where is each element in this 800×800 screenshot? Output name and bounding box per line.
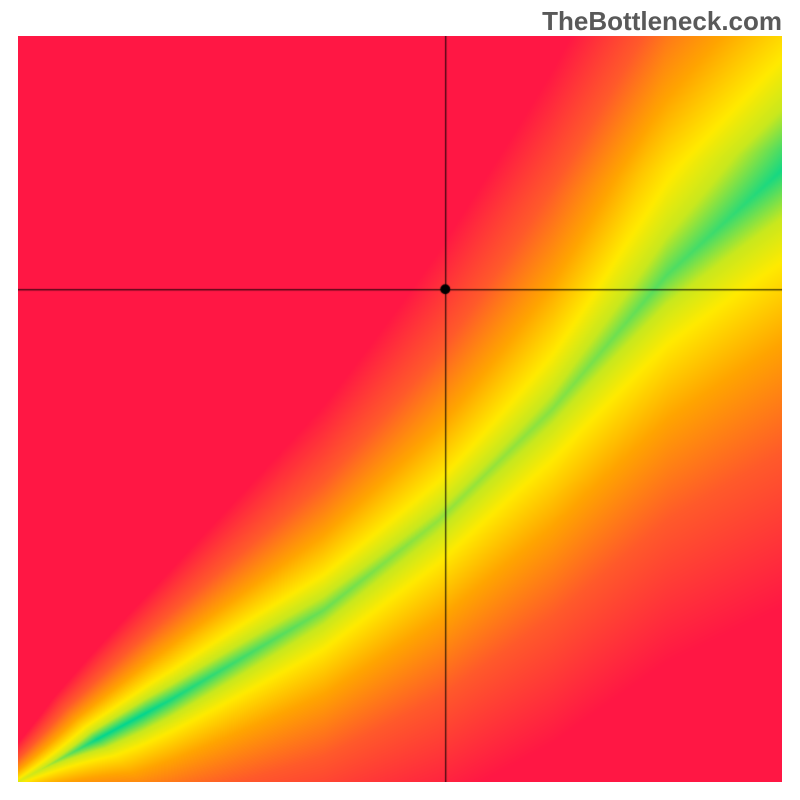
chart-container: TheBottleneck.com [0,0,800,800]
watermark-text: TheBottleneck.com [542,6,782,37]
bottleneck-heatmap [18,36,782,782]
